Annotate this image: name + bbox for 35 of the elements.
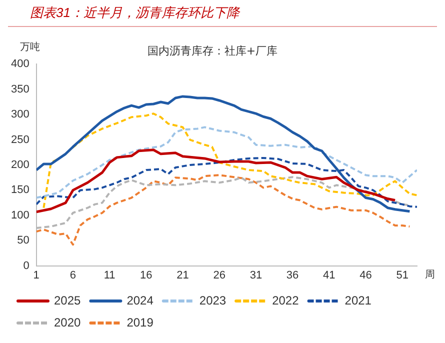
legend-label: 2024: [126, 293, 154, 308]
x-tick-label: 51: [396, 269, 408, 282]
chart-title: 图表31：近半月，沥青库存环比下降: [8, 0, 437, 27]
legend-label: 2021: [344, 293, 372, 308]
x-axis-title: 周: [425, 269, 435, 280]
y-tick-label: 200: [10, 159, 30, 172]
x-tick-label: 31: [250, 269, 262, 282]
legend-label: 2022: [272, 293, 300, 308]
line-series: [36, 174, 411, 246]
line-series: [42, 112, 417, 209]
legend-label: 2025: [54, 293, 82, 308]
legend-label: 2023: [199, 293, 226, 308]
chart-subtitle: 国内沥青库存：社库+厂库: [147, 44, 278, 58]
y-tick-label: 0: [23, 260, 30, 272]
x-tick-label: 41: [323, 269, 336, 282]
x-tick-label: 21: [176, 269, 189, 282]
x-tick-label: 1: [33, 269, 40, 282]
x-tick-label: 36: [286, 269, 299, 282]
y-tick-label: 50: [17, 234, 30, 247]
y-tick-label: 150: [10, 184, 30, 196]
y-tick-label: 250: [10, 134, 30, 146]
x-tick-label: 16: [140, 269, 152, 282]
x-tick-label: 26: [213, 269, 226, 282]
line-series: [36, 156, 417, 208]
y-tick-label: 350: [10, 83, 30, 96]
legend-label: 2020: [54, 315, 82, 330]
line-series: [36, 126, 417, 199]
legend-label: 2019: [126, 315, 154, 330]
y-tick-label: 300: [10, 108, 30, 121]
x-tick-label: 46: [360, 269, 372, 282]
y-tick-label: 100: [10, 209, 30, 222]
y-axis-title: 万吨: [20, 40, 40, 53]
x-tick-label: 11: [104, 269, 116, 282]
y-tick-label: 400: [10, 58, 30, 70]
x-tick-label: 6: [70, 269, 76, 282]
